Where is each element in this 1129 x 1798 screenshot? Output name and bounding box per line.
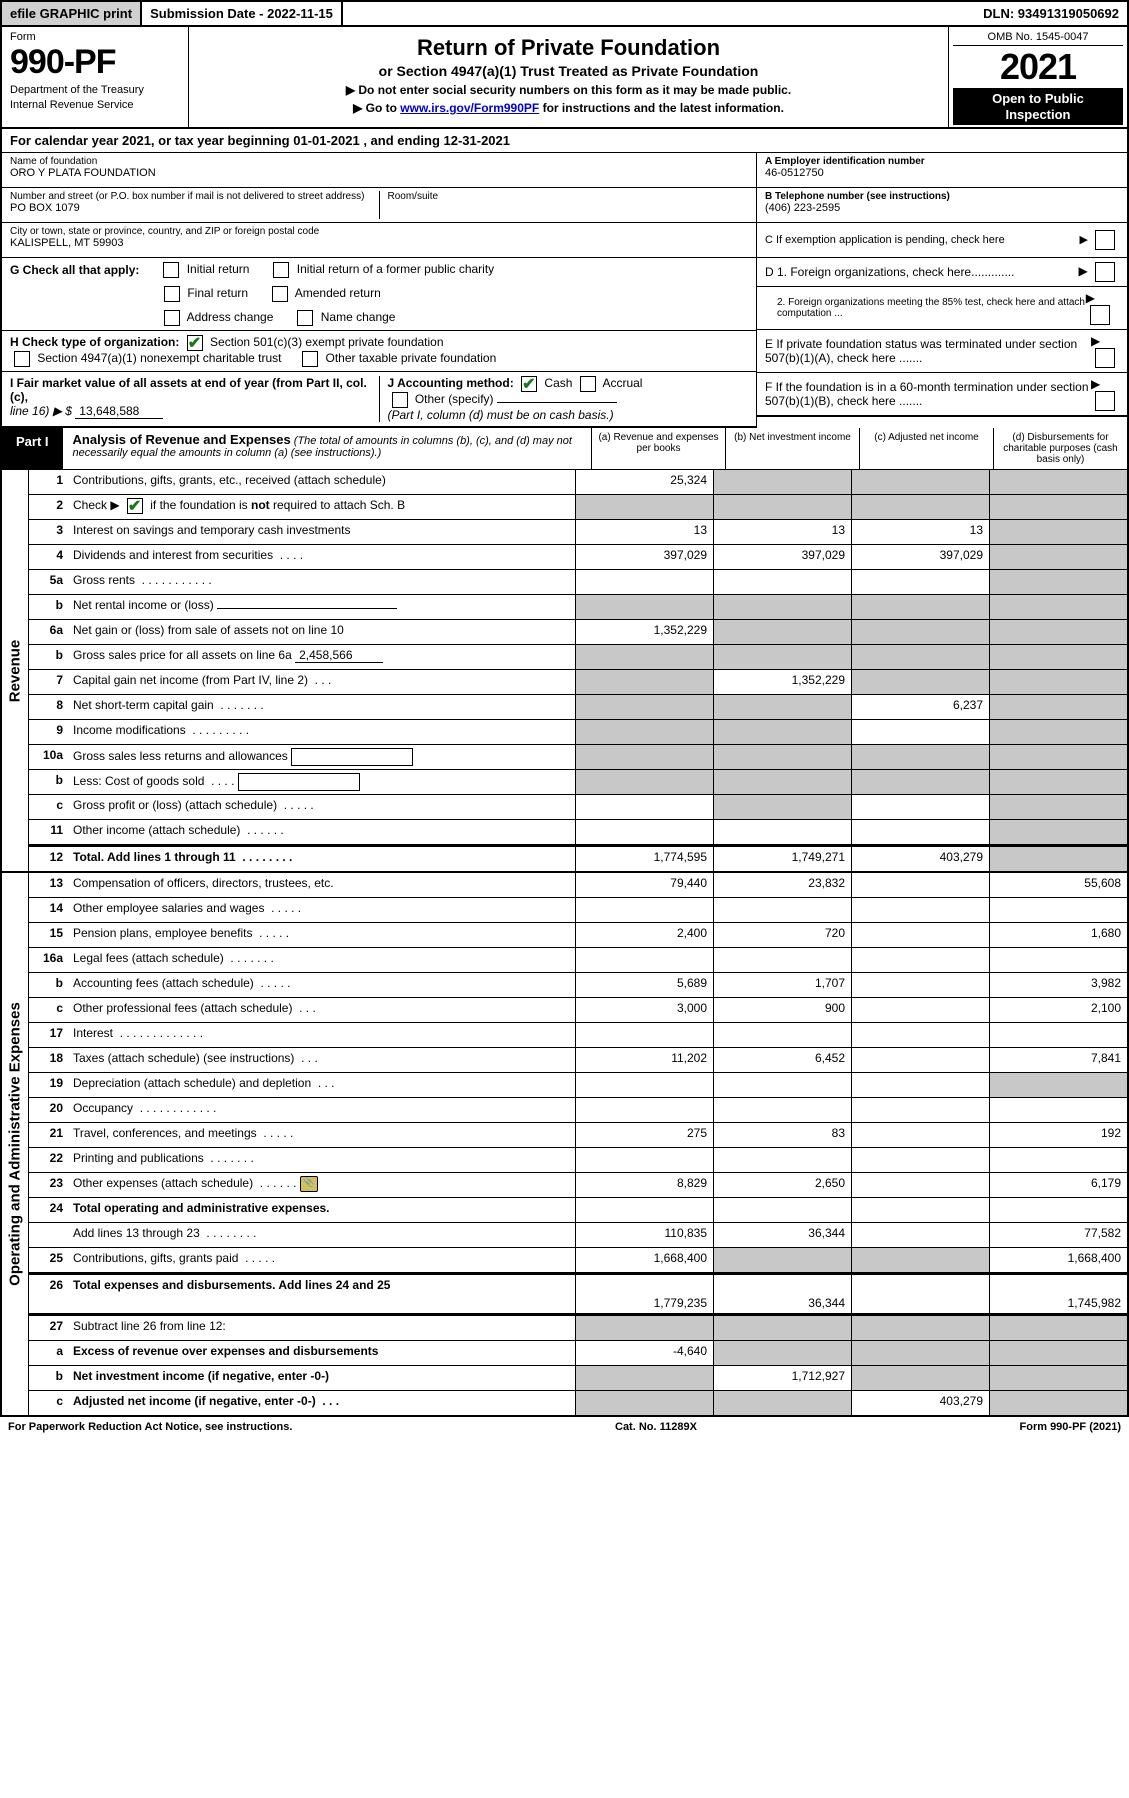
dept-treasury: Department of the Treasury bbox=[10, 84, 180, 97]
g-address-change[interactable] bbox=[164, 310, 180, 326]
schB-checkbox[interactable] bbox=[127, 498, 143, 514]
form-ref: Form 990-PF (2021) bbox=[1020, 1421, 1122, 1433]
form-label: Form bbox=[10, 31, 180, 43]
open-public: Open to PublicInspection bbox=[953, 88, 1123, 125]
goto-note: ▶ Go to www.irs.gov/Form990PF for instru… bbox=[199, 101, 938, 115]
col-d: (d) Disbursements for charitable purpose… bbox=[993, 428, 1127, 469]
page-footer: For Paperwork Reduction Act Notice, see … bbox=[0, 1417, 1129, 1437]
name-label: Name of foundation bbox=[10, 156, 748, 167]
g-final-return[interactable] bbox=[164, 286, 180, 302]
city-value: KALISPELL, MT 59903 bbox=[10, 237, 748, 249]
j-note: (Part I, column (d) must be on cash basi… bbox=[388, 408, 614, 422]
e-checkbox[interactable] bbox=[1095, 348, 1115, 368]
calendar-year-line: For calendar year 2021, or tax year begi… bbox=[0, 129, 1129, 153]
j-accrual[interactable] bbox=[580, 376, 596, 392]
d1-checkbox[interactable] bbox=[1095, 262, 1115, 282]
ein-value: 46-0512750 bbox=[765, 167, 1119, 179]
tax-year-big: 2021 bbox=[953, 46, 1123, 88]
part1-label: Part I bbox=[2, 428, 63, 469]
irs-link[interactable]: www.irs.gov/Form990PF bbox=[400, 101, 539, 115]
g-amended[interactable] bbox=[272, 286, 288, 302]
ssn-note: ▶ Do not enter social security numbers o… bbox=[199, 83, 938, 97]
form-header: Form 990-PF Department of the Treasury I… bbox=[0, 27, 1129, 129]
c-label: C If exemption application is pending, c… bbox=[765, 234, 1005, 246]
fmv-value: 13,648,588 bbox=[75, 404, 163, 419]
c-checkbox[interactable] bbox=[1095, 230, 1115, 250]
paperwork-notice: For Paperwork Reduction Act Notice, see … bbox=[8, 1421, 292, 1433]
phone-value: (406) 223-2595 bbox=[765, 202, 1119, 214]
g-initial-return[interactable] bbox=[163, 262, 179, 278]
addr-value: PO BOX 1079 bbox=[10, 202, 371, 214]
ein-label: A Employer identification number bbox=[765, 156, 1119, 167]
section-g-def: G Check all that apply: Initial return I… bbox=[0, 258, 1129, 428]
revenue-vlabel: Revenue bbox=[2, 470, 29, 871]
j-other[interactable] bbox=[392, 392, 408, 408]
h-501c3[interactable] bbox=[187, 335, 203, 351]
addr-label: Number and street (or P.O. box number if… bbox=[10, 191, 371, 202]
f-label: F If the foundation is in a 60-month ter… bbox=[765, 380, 1091, 408]
h-other-taxable[interactable] bbox=[302, 351, 318, 367]
submission-date: Submission Date - 2022-11-15 bbox=[142, 2, 343, 25]
revenue-section: Revenue 1Contributions, gifts, grants, e… bbox=[0, 470, 1129, 873]
top-bar: efile GRAPHIC print Submission Date - 20… bbox=[0, 0, 1129, 27]
form-number: 990-PF bbox=[10, 43, 180, 82]
attachment-icon[interactable]: 📎 bbox=[300, 1176, 318, 1192]
col-a: (a) Revenue and expenses per books bbox=[591, 428, 725, 469]
h-label: H Check type of organization: bbox=[10, 335, 179, 349]
i-label: I Fair market value of all assets at end… bbox=[10, 376, 367, 404]
g-initial-former[interactable] bbox=[273, 262, 289, 278]
col-c: (c) Adjusted net income bbox=[859, 428, 993, 469]
cat-no: Cat. No. 11289X bbox=[615, 1421, 697, 1433]
h-4947[interactable] bbox=[14, 351, 30, 367]
expenses-vlabel: Operating and Administrative Expenses bbox=[2, 873, 29, 1415]
col-b: (b) Net investment income bbox=[725, 428, 859, 469]
part1-desc: Analysis of Revenue and Expenses (The to… bbox=[63, 428, 591, 469]
phone-label: B Telephone number (see instructions) bbox=[765, 191, 1119, 202]
efile-button[interactable]: efile GRAPHIC print bbox=[2, 2, 142, 25]
foundation-name: ORO Y PLATA FOUNDATION bbox=[10, 167, 748, 179]
entity-info: Name of foundation ORO Y PLATA FOUNDATIO… bbox=[0, 153, 1129, 258]
city-label: City or town, state or province, country… bbox=[10, 226, 748, 237]
j-cash[interactable] bbox=[521, 376, 537, 392]
dln-text: DLN: 93491319050692 bbox=[975, 2, 1127, 25]
dept-irs: Internal Revenue Service bbox=[10, 99, 180, 112]
form-title: Return of Private Foundation bbox=[199, 35, 938, 61]
expenses-section: Operating and Administrative Expenses 13… bbox=[0, 873, 1129, 1417]
g-label: G Check all that apply: bbox=[10, 263, 139, 277]
room-label: Room/suite bbox=[388, 191, 749, 202]
omb-number: OMB No. 1545-0047 bbox=[953, 29, 1123, 46]
j-label: J Accounting method: bbox=[388, 376, 514, 390]
d2-label: 2. Foreign organizations meeting the 85%… bbox=[777, 297, 1086, 319]
d2-checkbox[interactable] bbox=[1090, 305, 1110, 325]
f-checkbox[interactable] bbox=[1095, 391, 1115, 411]
g-name-change[interactable] bbox=[297, 310, 313, 326]
e-label: E If private foundation status was termi… bbox=[765, 337, 1091, 365]
d1-label: D 1. Foreign organizations, check here..… bbox=[765, 265, 1014, 279]
form-subtitle: or Section 4947(a)(1) Trust Treated as P… bbox=[199, 63, 938, 79]
